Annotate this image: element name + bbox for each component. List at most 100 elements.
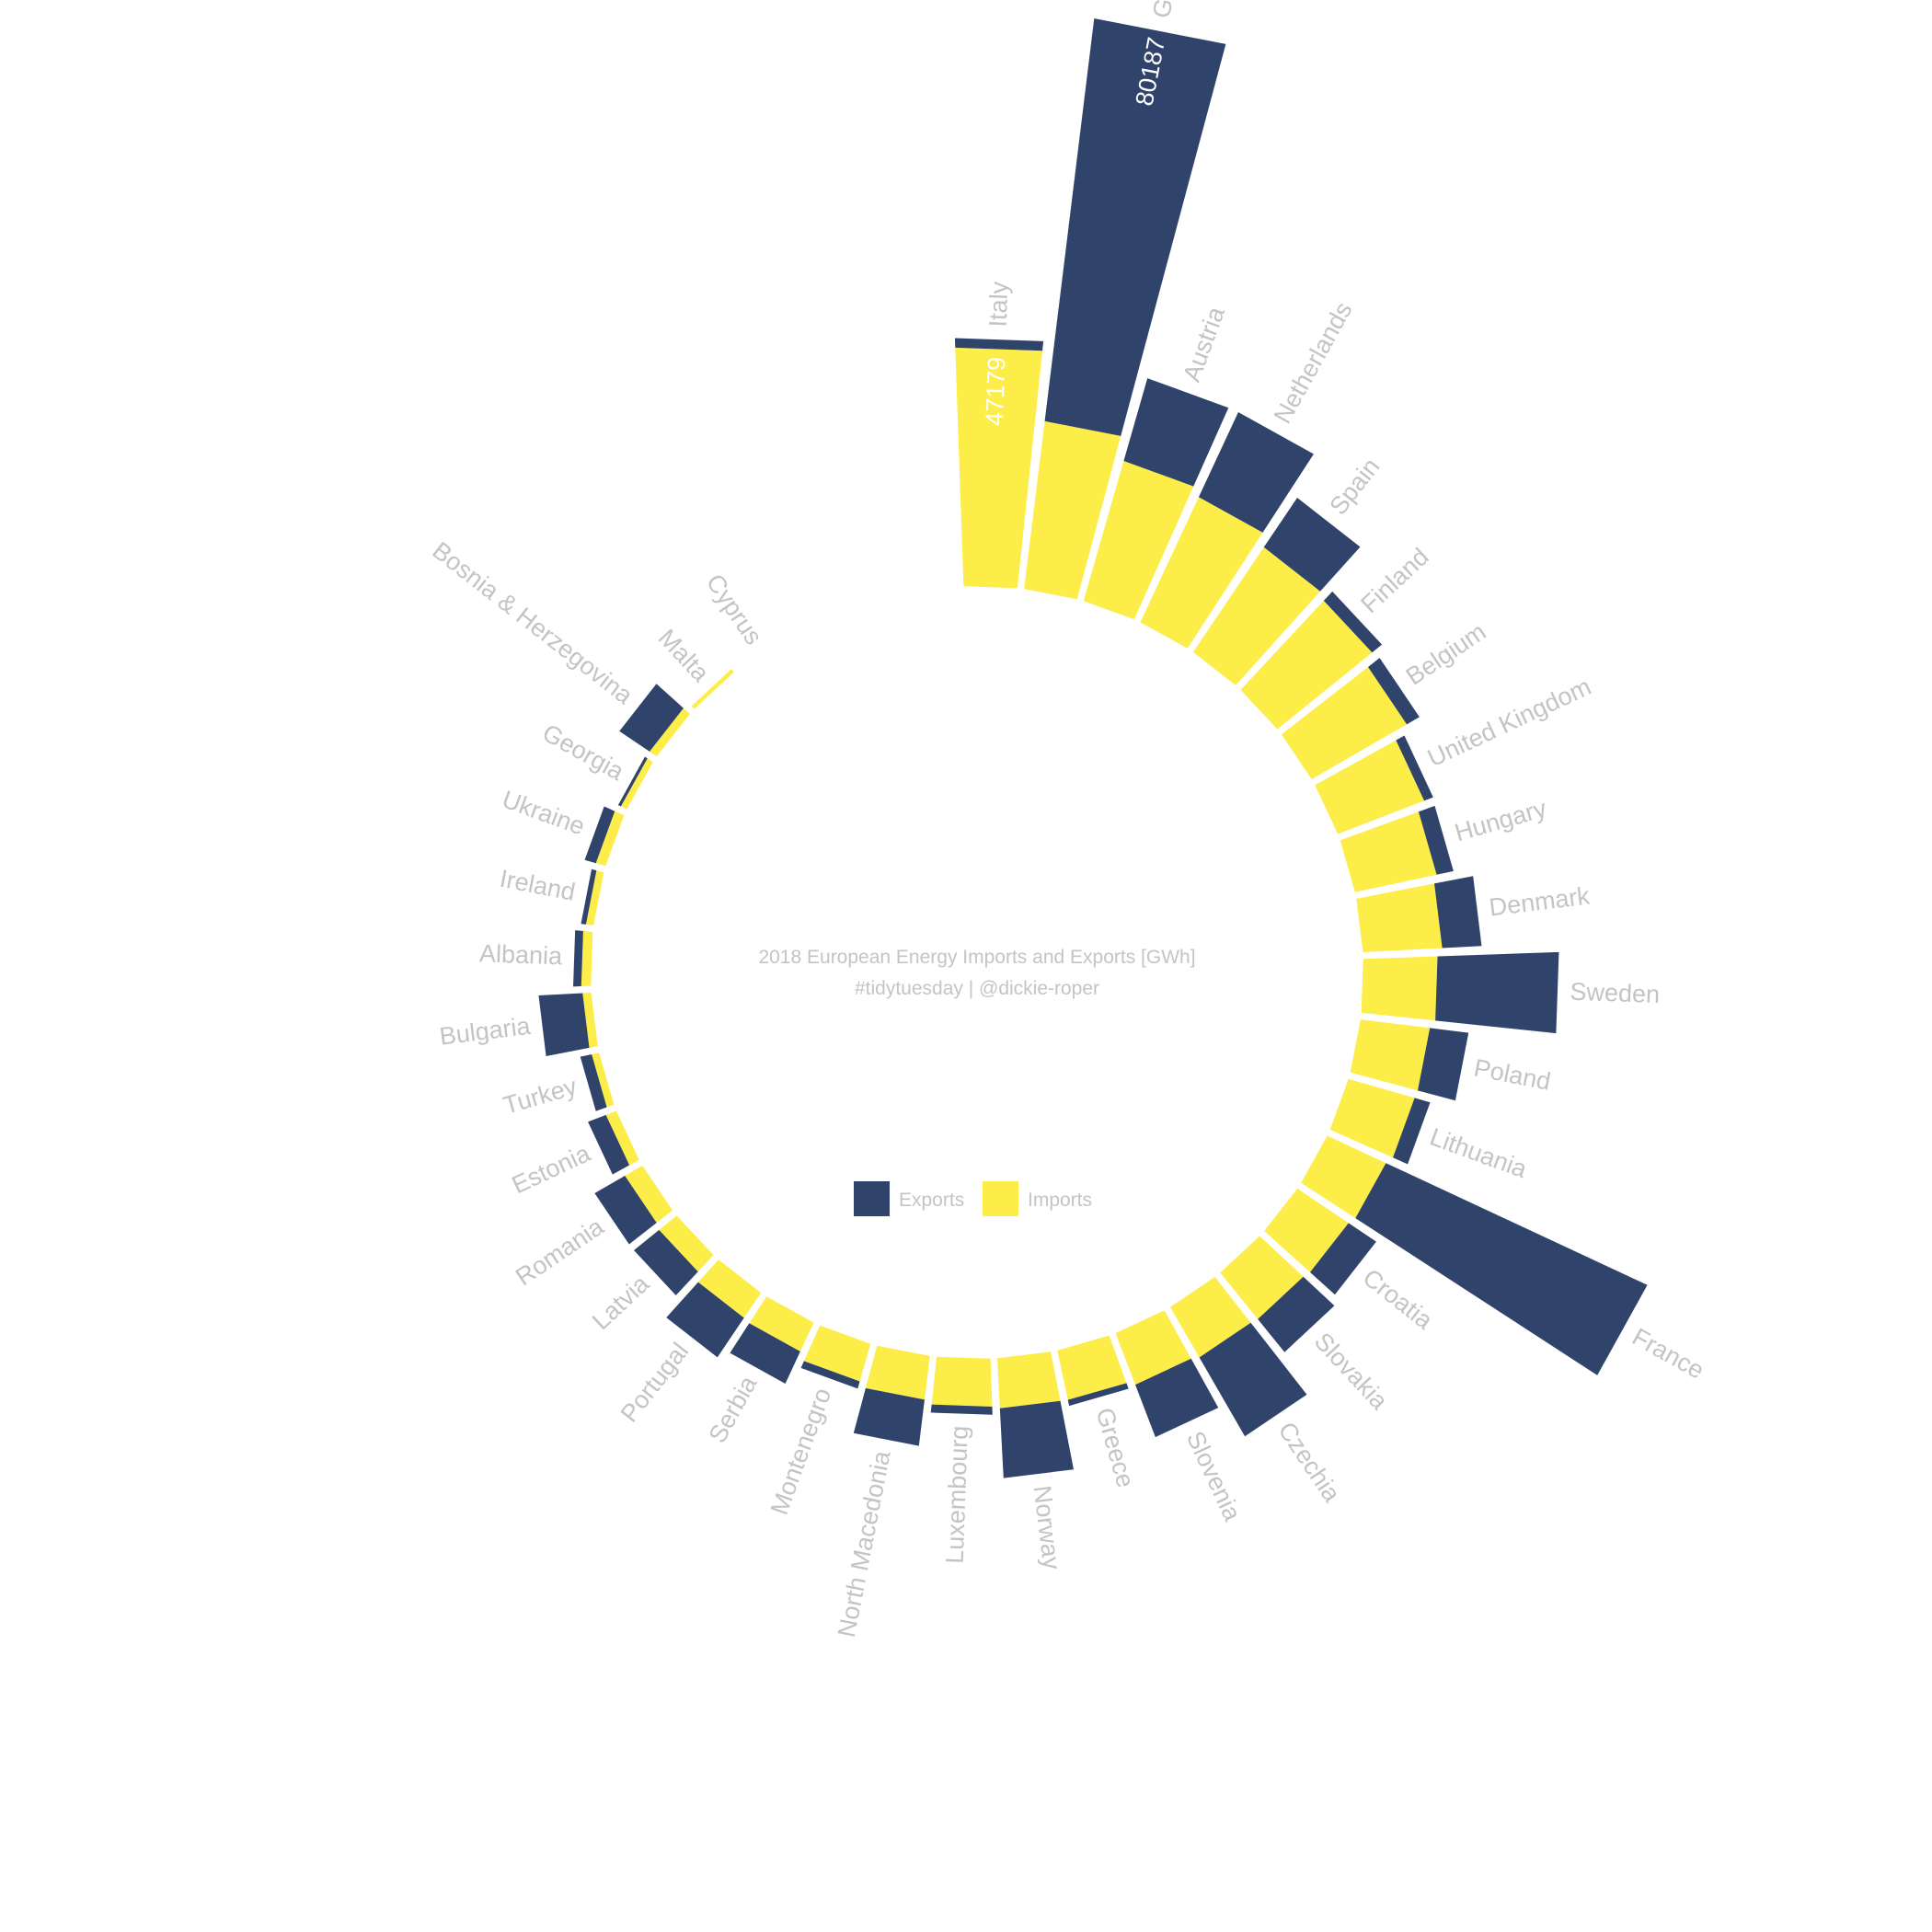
country-label-ireland: Ireland — [498, 865, 578, 906]
bar-exports-slovenia — [1134, 1358, 1219, 1438]
bar-exports-croatia — [1309, 1223, 1376, 1295]
bar-imports-north-macedonia — [865, 1345, 930, 1400]
country-label-denmark: Denmark — [1488, 881, 1592, 921]
country-label-slovenia: Slovenia — [1181, 1427, 1247, 1525]
bar-imports-malta — [691, 669, 734, 709]
bar-exports-albania — [573, 930, 583, 987]
bar-exports-romania — [594, 1176, 657, 1245]
bar-imports-estonia — [605, 1110, 639, 1166]
bar-exports-netherlands — [1198, 412, 1314, 533]
bar-imports-czechia — [1170, 1276, 1251, 1358]
country-label-turkey: Turkey — [500, 1072, 581, 1119]
bar-imports-georgia — [620, 758, 653, 810]
country-label-norway: Norway — [1029, 1484, 1066, 1571]
bar-exports-estonia — [588, 1114, 630, 1175]
legend-label-imports: Imports — [1028, 1190, 1092, 1211]
country-label-belgium: Belgium — [1401, 617, 1491, 690]
bar-imports-united-kingdom — [1315, 740, 1425, 834]
bar-imports-hungary — [1340, 811, 1437, 892]
bar-exports-bosnia-and-herzegovina — [619, 684, 684, 752]
bar-imports-albania — [581, 931, 593, 987]
bar-imports-romania — [625, 1166, 673, 1224]
bars-group — [538, 18, 1648, 1478]
bar-imports-turkey — [592, 1052, 615, 1108]
bar-exports-turkey — [580, 1054, 607, 1111]
value-label-italy-imports: 47179 — [981, 356, 1011, 426]
chart-subtitle: #tidytuesday | @dickie-roper — [855, 978, 1099, 999]
bar-exports-austria — [1123, 378, 1229, 487]
bar-exports-luxembourg — [930, 1404, 993, 1415]
bar-exports-denmark — [1434, 876, 1482, 949]
bar-exports-portugal — [666, 1282, 744, 1358]
country-label-lithuania: Lithuania — [1426, 1122, 1531, 1183]
country-label-poland: Poland — [1472, 1053, 1553, 1095]
bar-imports-france — [1301, 1135, 1386, 1219]
bar-imports-latvia — [659, 1215, 714, 1272]
legend-swatch-imports — [983, 1181, 1018, 1216]
bar-imports-portugal — [697, 1259, 762, 1318]
bar-exports-italy — [954, 338, 1044, 351]
bar-exports-montenegro — [800, 1361, 860, 1389]
country-label-austria: Austria — [1178, 303, 1230, 385]
country-label-united-kingdom: United Kingdom — [1423, 673, 1595, 772]
bar-imports-bosnia-and-herzegovina — [650, 707, 690, 757]
bar-exports-united-kingdom — [1396, 735, 1433, 801]
country-label-romania: Romania — [511, 1213, 609, 1292]
bar-exports-north-macedonia — [853, 1387, 925, 1446]
bar-imports-austria — [1083, 461, 1194, 620]
country-label-serbia: Serbia — [704, 1371, 764, 1448]
bar-exports-georgia — [617, 756, 648, 807]
country-label-portugal: Portugal — [615, 1338, 695, 1428]
bar-exports-finland — [1323, 591, 1383, 653]
country-label-estonia: Estonia — [508, 1139, 595, 1200]
bar-exports-slovakia — [1258, 1276, 1335, 1352]
bar-imports-germany — [1024, 420, 1121, 600]
bar-exports-lithuania — [1393, 1098, 1431, 1165]
country-label-ukraine: Ukraine — [499, 785, 589, 840]
country-label-hungary: Hungary — [1452, 794, 1550, 846]
country-label-sweden: Sweden — [1570, 978, 1661, 1008]
bar-exports-hungary — [1418, 805, 1454, 875]
bar-exports-norway — [999, 1400, 1075, 1478]
bar-exports-ukraine — [584, 806, 615, 864]
bar-imports-ukraine — [595, 811, 625, 867]
bar-exports-sweden — [1435, 951, 1559, 1034]
bar-imports-croatia — [1264, 1188, 1349, 1272]
bar-exports-bulgaria — [538, 993, 590, 1057]
country-label-georgia: Georgia — [538, 719, 629, 786]
country-label-malta: Malta — [653, 624, 716, 687]
country-label-italy: Italy — [984, 281, 1014, 328]
country-label-bosnia-and-herzegovina: Bosnia & Herzegovina — [427, 536, 638, 710]
bar-imports-slovakia — [1220, 1236, 1304, 1319]
bar-exports-germany — [1044, 18, 1226, 436]
country-label-czechia: Czechia — [1272, 1417, 1346, 1507]
bar-imports-ireland — [585, 870, 604, 926]
country-label-bulgaria: Bulgaria — [438, 1012, 533, 1051]
bar-imports-greece — [1057, 1335, 1127, 1400]
bar-imports-norway — [996, 1351, 1061, 1409]
country-label-france: France — [1627, 1323, 1708, 1385]
chart-title: 2018 European Energy Imports and Exports… — [758, 947, 1195, 968]
bar-imports-denmark — [1356, 883, 1443, 953]
country-label-germany: Germany — [1147, 0, 1194, 20]
bar-imports-serbia — [749, 1296, 814, 1352]
bar-imports-belgium — [1281, 666, 1408, 779]
bar-imports-netherlands — [1140, 497, 1263, 649]
country-label-spain: Spain — [1324, 453, 1385, 520]
country-label-montenegro: Montenegro — [765, 1385, 836, 1519]
country-label-luxembourg: Luxembourg — [941, 1425, 973, 1564]
country-label-slovakia: Slovakia — [1309, 1328, 1394, 1416]
country-label-croatia: Croatia — [1358, 1263, 1439, 1335]
bar-imports-spain — [1192, 546, 1321, 685]
bar-exports-poland — [1418, 1028, 1469, 1101]
bar-exports-spain — [1263, 498, 1361, 592]
bar-imports-luxembourg — [931, 1356, 993, 1407]
country-label-greece: Greece — [1090, 1405, 1139, 1490]
legend: Exports Imports — [854, 1181, 1092, 1216]
bar-exports-greece — [1067, 1383, 1129, 1407]
country-label-albania: Albania — [479, 939, 564, 970]
country-label-cyprus: Cyprus — [701, 569, 768, 650]
country-label-netherlands: Netherlands — [1269, 297, 1358, 428]
bar-imports-slovenia — [1115, 1310, 1191, 1386]
